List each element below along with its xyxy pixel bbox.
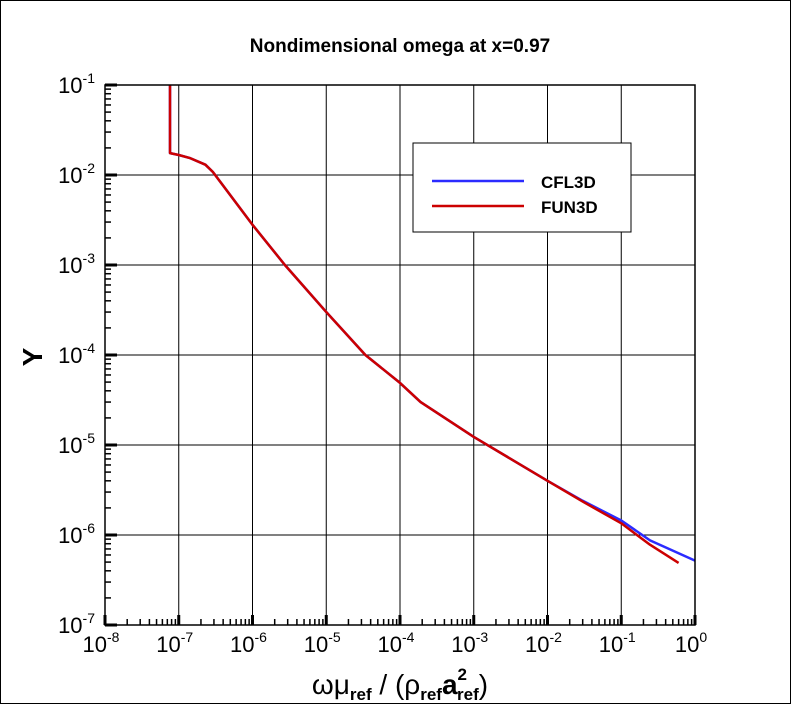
axis-ticks <box>103 83 697 627</box>
x-tick-label: 10-6 <box>230 629 267 657</box>
y-tick-label: 10-7 <box>58 610 95 638</box>
series-group <box>168 85 696 564</box>
y-tick-label: 10-4 <box>58 340 95 368</box>
x-tick-label: 10-8 <box>83 629 120 657</box>
chart-title: Nondimensional omega at x=0.97 <box>250 36 550 57</box>
x-label-base: ωμ <box>312 669 350 700</box>
legend-label-cfl3d: CFL3D <box>541 173 596 192</box>
x-tick-label: 10-4 <box>378 629 415 657</box>
x-tick-labels: 10-8 10-7 10-6 10-5 10-4 10-3 10-2 10-1 100 <box>83 629 708 657</box>
y-axis-label: Y <box>17 347 48 366</box>
y-tick-labels: 10-1 10-2 10-3 10-4 10-5 10-6 10-7 <box>58 70 95 638</box>
x-tick-label: 10-5 <box>304 629 341 657</box>
legend: CFL3D FUN3D <box>412 142 632 233</box>
series-line-fun3d <box>168 85 680 564</box>
y-tick-label: 10-5 <box>58 430 95 458</box>
x-tick-label: 100 <box>675 629 707 657</box>
x-tick-label: 10-7 <box>156 629 193 657</box>
x-axis-label: ωμref / (ρrefa2 ref) <box>312 665 488 704</box>
x-tick-label: 10-1 <box>599 629 636 657</box>
legend-box <box>412 142 632 233</box>
y-tick-label: 10-2 <box>58 160 95 188</box>
plot-area-border <box>104 84 696 626</box>
legend-label-fun3d: FUN3D <box>541 198 598 217</box>
y-tick-label: 10-1 <box>58 70 95 98</box>
x-tick-label: 10-3 <box>451 629 488 657</box>
x-tick-label: 10-2 <box>525 629 562 657</box>
y-tick-label: 10-6 <box>58 520 95 548</box>
y-tick-label: 10-3 <box>58 250 95 278</box>
